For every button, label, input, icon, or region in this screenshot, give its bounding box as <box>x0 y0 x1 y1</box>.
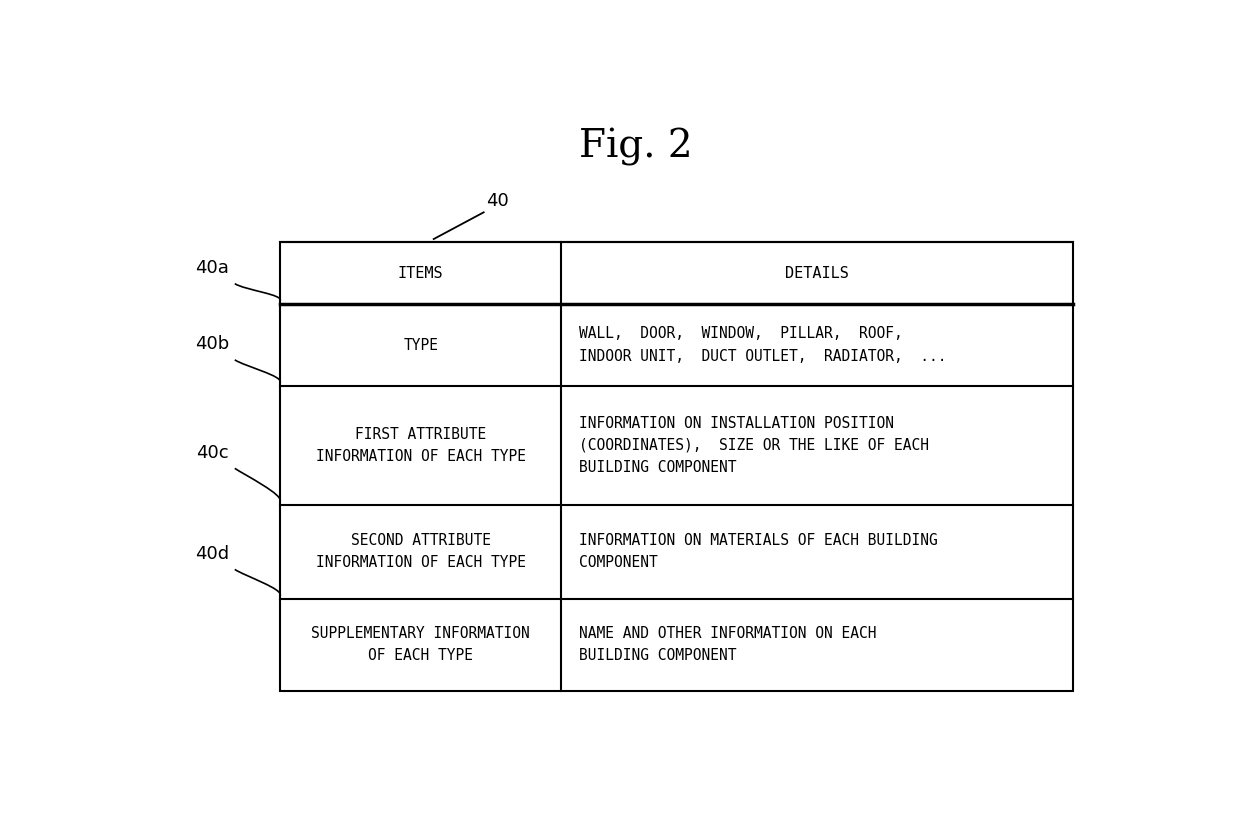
Text: ITEMS: ITEMS <box>398 266 444 281</box>
Text: 40a: 40a <box>195 259 229 278</box>
Text: 40c: 40c <box>196 444 229 462</box>
Text: INFORMATION ON INSTALLATION POSITION
(COORDINATES),  SIZE OR THE LIKE OF EACH
BU: INFORMATION ON INSTALLATION POSITION (CO… <box>579 415 929 475</box>
Text: SECOND ATTRIBUTE
INFORMATION OF EACH TYPE: SECOND ATTRIBUTE INFORMATION OF EACH TYP… <box>316 534 526 571</box>
Text: WALL,  DOOR,  WINDOW,  PILLAR,  ROOF,
INDOOR UNIT,  DUCT OUTLET,  RADIATOR,  ...: WALL, DOOR, WINDOW, PILLAR, ROOF, INDOOR… <box>579 326 946 363</box>
Text: Fig. 2: Fig. 2 <box>579 128 692 166</box>
Text: NAME AND OTHER INFORMATION ON EACH
BUILDING COMPONENT: NAME AND OTHER INFORMATION ON EACH BUILD… <box>579 626 877 663</box>
Text: FIRST ATTRIBUTE
INFORMATION OF EACH TYPE: FIRST ATTRIBUTE INFORMATION OF EACH TYPE <box>316 427 526 464</box>
Text: SUPPLEMENTARY INFORMATION
OF EACH TYPE: SUPPLEMENTARY INFORMATION OF EACH TYPE <box>311 626 529 663</box>
Text: INFORMATION ON MATERIALS OF EACH BUILDING
COMPONENT: INFORMATION ON MATERIALS OF EACH BUILDIN… <box>579 534 937 571</box>
Bar <box>280 242 1073 691</box>
Text: 40b: 40b <box>195 335 229 354</box>
Text: DETAILS: DETAILS <box>785 266 849 281</box>
Text: TYPE: TYPE <box>403 338 438 353</box>
Text: 40: 40 <box>486 192 510 211</box>
Text: 40d: 40d <box>195 545 229 563</box>
